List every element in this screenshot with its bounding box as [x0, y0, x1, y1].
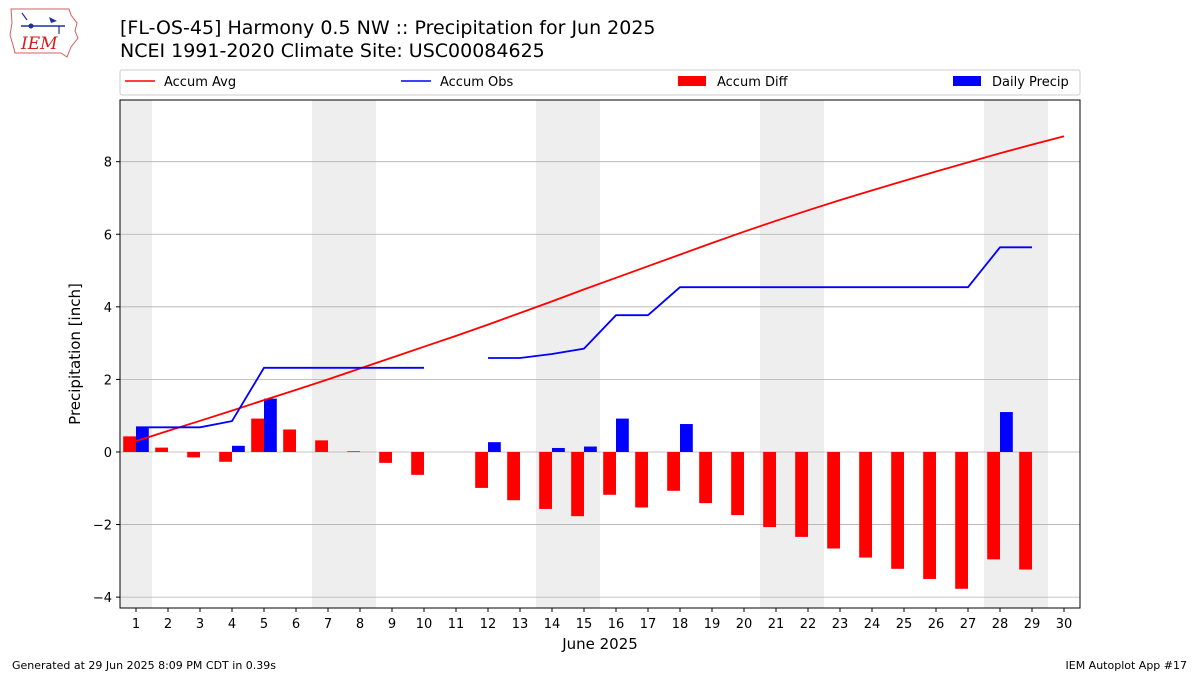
footer-generated: Generated at 29 Jun 2025 8:09 PM CDT in …	[12, 659, 277, 672]
accum-diff-bar-day-8	[347, 451, 360, 452]
x-tick-label: 2	[164, 617, 172, 632]
x-tick-label: 18	[672, 617, 689, 632]
x-tick-label: 17	[640, 617, 657, 632]
accum-diff-bar-day-14	[539, 451, 552, 509]
daily-precip-bar-day-5	[264, 398, 277, 452]
weekend-shade-day-21	[760, 100, 824, 608]
x-tick-label: 30	[1056, 617, 1073, 632]
legend-swatch-accum-diff	[678, 76, 706, 86]
y-tick-label: 8	[104, 156, 112, 171]
x-tick-label: 15	[576, 617, 593, 632]
y-tick-label: 0	[104, 446, 112, 461]
x-tick-label: 23	[832, 617, 849, 632]
accum-diff-bar-day-9	[379, 451, 392, 463]
y-tick-label: −4	[93, 591, 112, 606]
accum-avg-line-segment-1	[135, 135, 1065, 442]
daily-precip-bar-day-28	[1000, 412, 1013, 452]
daily-precip-bar-day-18	[680, 424, 693, 452]
x-tick-label: 4	[228, 617, 236, 632]
accum-diff-bar-day-25	[891, 451, 904, 569]
x-tick-label: 14	[544, 617, 561, 632]
accum-diff-bar-day-10	[411, 451, 424, 475]
daily-precip-bar-day-15	[584, 446, 597, 452]
accum-diff-bar-day-2	[155, 447, 168, 452]
chart-subtitle: NCEI 1991-2020 Climate Site: USC00084625	[120, 40, 545, 62]
accum-diff-bar-day-22	[795, 451, 808, 537]
accum-diff-bar-day-20	[731, 451, 744, 516]
x-tick-label: 22	[800, 617, 817, 632]
accum-diff-bar-day-17	[635, 451, 648, 508]
legend-label-accum-avg: Accum Avg	[164, 75, 236, 90]
accum-diff-bar-day-3	[187, 451, 200, 458]
x-tick-label: 26	[928, 617, 945, 632]
x-tick-label: 29	[1024, 617, 1041, 632]
x-tick-label: 27	[960, 617, 977, 632]
accum-obs-line-segment-2	[488, 246, 1032, 359]
accum-diff-bar-day-21	[763, 451, 776, 528]
y-tick-label: 2	[104, 373, 112, 388]
accum-diff-bar-day-13	[507, 451, 520, 501]
x-axis-label: June 2025	[561, 635, 638, 653]
accum-diff-bar-day-16	[603, 451, 616, 495]
iem-logo: IEM	[7, 5, 81, 63]
weekend-shade-day-7	[312, 100, 376, 608]
legend-box	[119, 69, 1081, 96]
accum-diff-bar-day-24	[859, 451, 872, 558]
legend-label-daily-precip: Daily Precip	[992, 75, 1069, 90]
plot-frame	[119, 99, 1081, 609]
x-tick-label: 7	[324, 617, 332, 632]
legend-swatch-daily-precip	[953, 76, 981, 86]
accum-diff-bar-day-26	[923, 451, 936, 579]
accum-diff-bar-day-29	[1019, 451, 1032, 570]
x-tick-label: 10	[416, 617, 433, 632]
legend-label-accum-diff: Accum Diff	[717, 75, 789, 90]
x-tick-label: 5	[260, 617, 268, 632]
accum-diff-bar-day-19	[699, 451, 712, 504]
daily-precip-bar-day-16	[616, 418, 629, 452]
accum-diff-bar-day-15	[571, 451, 584, 517]
accum-obs-line-segment-1	[136, 366, 424, 429]
logo-text: IEM	[20, 34, 58, 54]
x-tick-label: 1	[132, 617, 140, 632]
accum-diff-bar-day-28	[987, 451, 1000, 560]
legend: Accum Avg Accum Obs Accum Diff Daily Pre…	[119, 69, 1081, 96]
accum-diff-bar-day-5	[251, 418, 264, 452]
accum-diff-bar-day-6	[283, 429, 296, 452]
footer-app: IEM Autoplot App #17	[1065, 659, 1188, 672]
x-tick-label: 28	[992, 617, 1009, 632]
daily-precip-bar-day-4	[232, 445, 245, 452]
x-tick-label: 20	[736, 617, 753, 632]
x-tick-label: 21	[768, 617, 785, 632]
x-tick-label: 24	[864, 617, 881, 632]
weekend-shade-day-1	[120, 100, 152, 608]
accum-diff-bar-day-4	[219, 451, 232, 462]
accum-diff-bar-day-27	[955, 451, 968, 589]
chart-title: [FL-OS-45] Harmony 0.5 NW :: Precipitati…	[120, 17, 656, 39]
x-tick-label: 16	[608, 617, 625, 632]
x-tick-label: 11	[448, 617, 465, 632]
accum-diff-bar-day-7	[315, 440, 328, 452]
x-tick-label: 25	[896, 617, 913, 632]
x-tick-label: 9	[388, 617, 396, 632]
y-tick-label: −2	[93, 519, 112, 534]
accum-diff-bar-day-1	[123, 436, 136, 452]
y-tick-label: 6	[104, 228, 112, 243]
x-tick-label: 3	[196, 617, 204, 632]
y-axis-label: Precipitation [inch]	[66, 283, 84, 425]
x-tick-label: 6	[292, 617, 300, 632]
legend-label-accum-obs: Accum Obs	[440, 75, 513, 90]
x-tick-label: 8	[356, 617, 364, 632]
y-tick-label: 4	[104, 301, 112, 316]
accum-diff-bar-day-23	[827, 451, 840, 549]
accum-diff-bar-day-12	[475, 451, 488, 488]
daily-precip-bar-day-12	[488, 442, 501, 452]
x-tick-label: 12	[480, 617, 497, 632]
x-tick-label: 19	[704, 617, 721, 632]
daily-precip-bar-day-14	[552, 447, 565, 452]
accum-diff-bar-day-18	[667, 451, 680, 491]
x-tick-label: 13	[512, 617, 529, 632]
